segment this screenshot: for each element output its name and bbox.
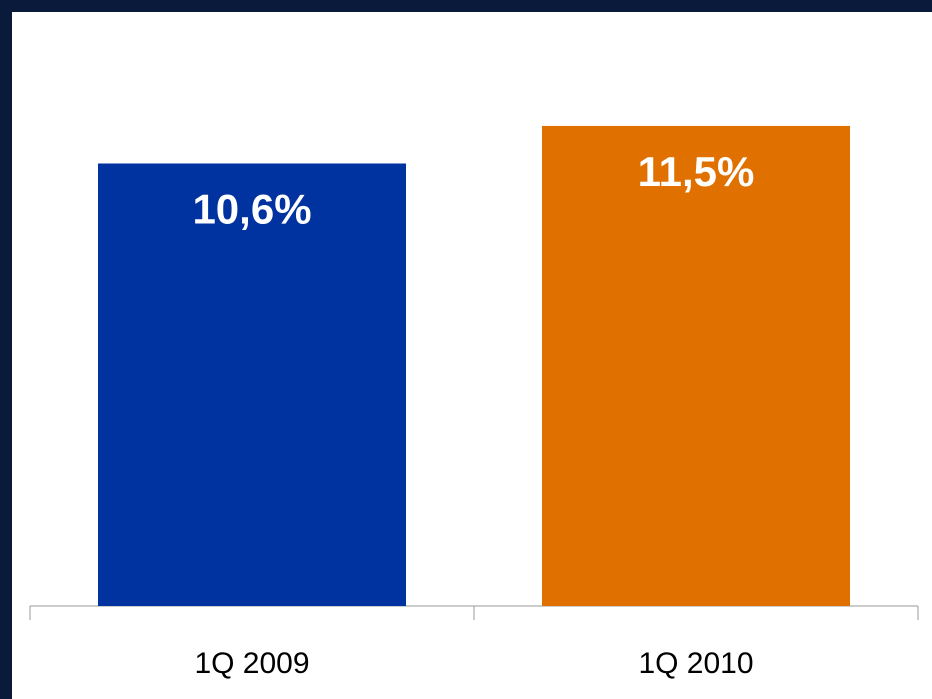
bar-1	[98, 163, 406, 606]
bar-value-label-2: 11,5%	[638, 148, 755, 195]
x-tick-label-2: 1Q 2010	[638, 647, 753, 680]
bar-2	[542, 125, 850, 607]
x-tick-label-1: 1Q 2009	[194, 647, 309, 680]
bar-value-label-1: 10,6%	[192, 185, 311, 232]
